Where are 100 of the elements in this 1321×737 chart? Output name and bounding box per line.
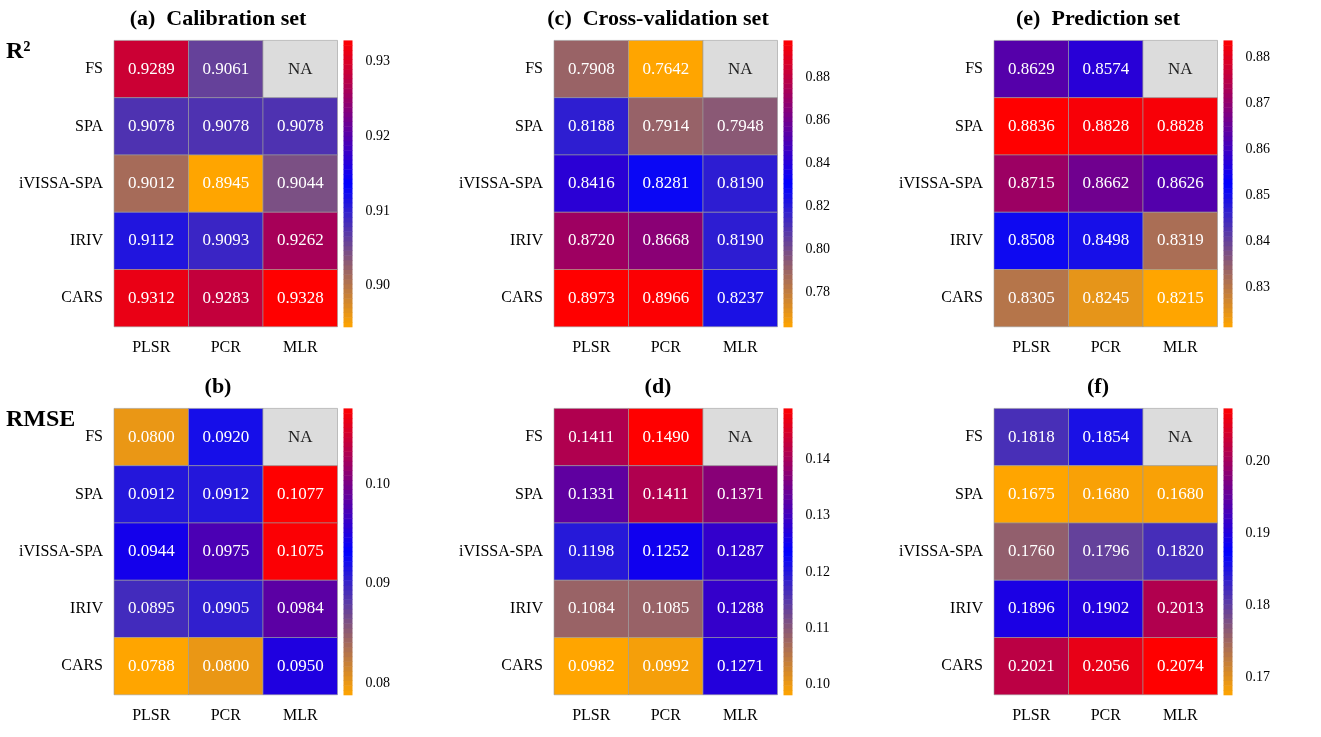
data-label: 0.1084 — [567, 598, 616, 618]
color-bar-label: 0.88 — [1245, 48, 1270, 64]
x-tick-label: PLSR — [132, 337, 171, 355]
color-bar-label: 0.82 — [805, 198, 830, 214]
data-label: 0.0800 — [202, 655, 250, 675]
data-label: 0.1760 — [1007, 541, 1055, 561]
data-label: 0.1077 — [276, 483, 325, 503]
data-label: 0.8508 — [1007, 230, 1055, 250]
data-label: 0.2056 — [1082, 655, 1130, 675]
data-label: 0.9078 — [127, 115, 175, 135]
data-label: 0.9061 — [202, 58, 250, 78]
y-tick-label: IRIV — [950, 599, 984, 617]
data-label: 0.1896 — [1007, 598, 1055, 618]
data-label: 0.8237 — [716, 287, 765, 307]
x-tick-label: PCR — [650, 337, 682, 355]
data-label: 0.1796 — [1082, 541, 1130, 561]
color-bar-label: 0.18 — [1245, 596, 1270, 612]
color-bar-label: 0.08 — [365, 674, 390, 690]
x-tick-label: MLR — [282, 705, 318, 723]
data-label: 0.1902 — [1082, 598, 1130, 618]
chart-title: (a) Calibration set — [129, 4, 307, 30]
data-label: 0.8836 — [1007, 115, 1055, 135]
text: NA — [1167, 58, 1193, 78]
data-label: 0.0905 — [202, 598, 250, 618]
x-tick-label: MLR — [282, 337, 318, 355]
data-label: 0.8945 — [202, 173, 250, 193]
data-label: 0.8498 — [1082, 230, 1130, 250]
data-label: 0.8973 — [567, 287, 615, 307]
data-label: 0.1411 — [642, 483, 689, 503]
y-tick-label: SPA — [75, 484, 104, 502]
data-label: 0.7908 — [567, 58, 615, 78]
data-label: 0.0895 — [127, 598, 175, 618]
y-tick-label: SPA — [515, 116, 544, 134]
x-tick-label: PCR — [1090, 337, 1122, 355]
data-label: 0.9112 — [128, 230, 175, 250]
data-label: 0.9012 — [127, 173, 175, 193]
text: NA — [727, 426, 753, 446]
data-label: 0.8574 — [1082, 58, 1130, 78]
y-tick-label: IRIV — [70, 599, 104, 617]
x-tick-label: MLR — [1162, 705, 1198, 723]
x-tick-label: PLSR — [572, 705, 611, 723]
color-bar-label: 0.92 — [365, 127, 390, 143]
chart-title: (b) — [204, 372, 232, 398]
data-label: 0.8715 — [1007, 173, 1055, 193]
y-tick-label: iVISSA-SPA — [899, 541, 984, 559]
color-bar-label: 0.83 — [1245, 279, 1270, 295]
x-tick-label: PCR — [210, 705, 242, 723]
data-label: 0.8188 — [567, 115, 615, 135]
data-label: 0.0975 — [202, 541, 250, 561]
y-tick-label: CARS — [941, 656, 983, 674]
data-label: 0.1287 — [716, 541, 765, 561]
data-label: 0.2021 — [1007, 655, 1055, 675]
data-label: 0.8966 — [642, 287, 690, 307]
y-tick-label: IRIV — [510, 231, 544, 249]
y-tick-label: IRIV — [950, 231, 984, 249]
data-label: 0.0982 — [567, 655, 615, 675]
y-tick-label: CARS — [941, 288, 983, 306]
data-label: 0.9044 — [276, 173, 325, 193]
color-bar-label: 0.11 — [805, 619, 830, 635]
color-bar-label: 0.85 — [1245, 187, 1270, 203]
data-label: 0.7642 — [642, 58, 690, 78]
y-tick-label: iVISSA-SPA — [19, 173, 104, 191]
color-bar-label: 0.86 — [805, 112, 830, 128]
data-label: 0.9283 — [202, 287, 250, 307]
data-label: 0.7914 — [642, 115, 690, 135]
y-tick-label: SPA — [515, 484, 544, 502]
color-bar-label: 0.80 — [805, 241, 830, 257]
data-label: 0.8720 — [567, 230, 615, 250]
data-label: 0.1820 — [1156, 541, 1204, 561]
data-label: 0.9289 — [127, 58, 175, 78]
data-label: 0.1411 — [568, 426, 615, 446]
data-label: 0.9078 — [202, 115, 250, 135]
data-label: 0.8190 — [716, 230, 764, 250]
y-tick-label: IRIV — [510, 599, 544, 617]
data-label: 0.9093 — [202, 230, 250, 250]
x-tick-label: PCR — [1090, 705, 1122, 723]
data-label: 0.9262 — [276, 230, 324, 250]
data-label: 0.0992 — [642, 655, 690, 675]
data-label: 0.8626 — [1156, 173, 1204, 193]
x-tick-label: PCR — [210, 337, 242, 355]
data-label: 0.0800 — [127, 426, 175, 446]
data-label: 0.1075 — [276, 541, 324, 561]
x-tick-label: PCR — [650, 705, 682, 723]
x-tick-label: PLSR — [1012, 705, 1051, 723]
x-tick-label: PLSR — [1012, 337, 1051, 355]
data-label: 0.2013 — [1156, 598, 1204, 618]
y-tick-label: CARS — [61, 656, 103, 674]
color-bar-label: 0.84 — [805, 155, 830, 171]
x-tick-label: PLSR — [132, 705, 171, 723]
text: NA — [287, 426, 313, 446]
x-tick-label: PLSR — [572, 337, 611, 355]
y-tick-label: FS — [965, 59, 983, 77]
color-bar-label: 0.14 — [805, 450, 830, 466]
data-label: 0.8629 — [1007, 58, 1055, 78]
y-tick-label: SPA — [955, 484, 984, 502]
data-label: 0.7948 — [716, 115, 764, 135]
data-label: 0.0950 — [276, 655, 324, 675]
data-label: 0.1680 — [1156, 483, 1204, 503]
y-tick-label: CARS — [501, 288, 543, 306]
data-label: 0.2074 — [1156, 655, 1205, 675]
